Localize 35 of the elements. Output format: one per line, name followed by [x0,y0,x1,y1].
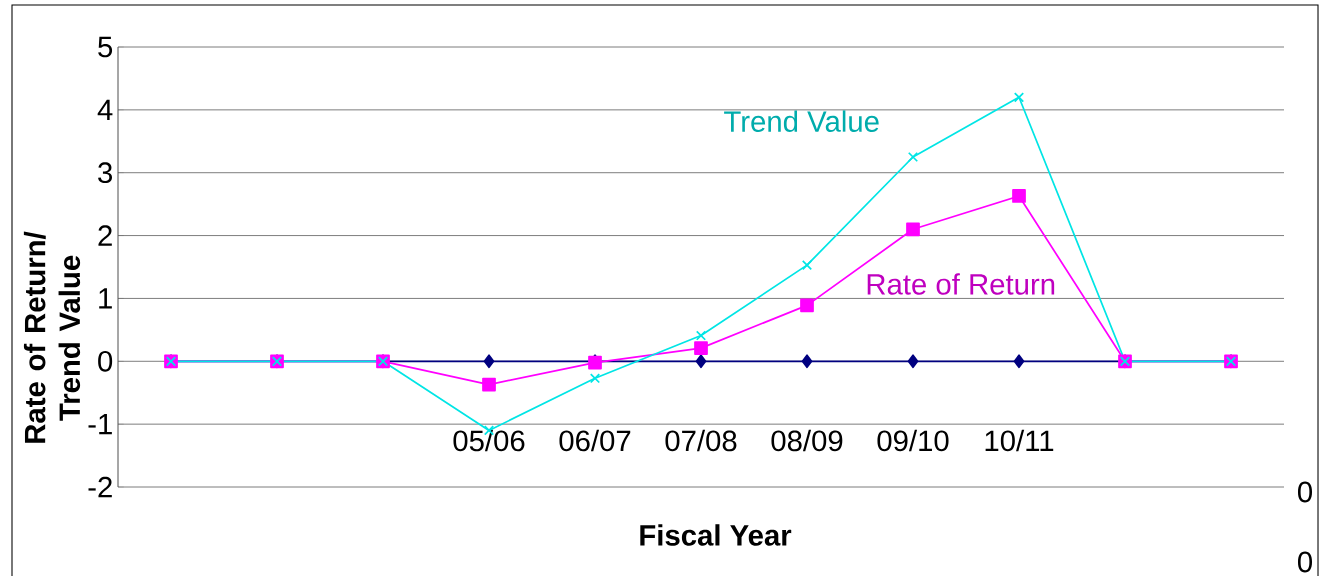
point [695,354,707,369]
point [694,341,708,355]
x-tick-label: 10/11 [985,429,1054,452]
point [800,298,814,313]
point [907,354,919,369]
text: 0 [1298,551,1313,573]
x-tick-label: 08/09 [771,429,843,452]
y-tick-label: -1 [88,414,112,435]
x-tick-label: 09/10 [877,429,949,452]
x-tick-label: 05/06 [453,429,525,452]
y-tick-label: -2 [88,476,112,498]
x-tick-label: 06/07 [559,429,631,452]
point [801,354,813,369]
series-label: Trend Value [724,110,879,132]
y-tick-label: 2 [98,225,112,246]
point [907,151,919,163]
y-axis-title: Rate of Return/ Trend Value [23,231,81,443]
point [695,330,707,341]
point [483,354,495,369]
point [589,373,601,384]
series-label: Rate of Return [867,273,1055,295]
text: 0 [1298,481,1313,503]
point [1013,92,1025,103]
point [801,260,813,271]
y-tick-label: 3 [98,162,113,184]
point [1012,189,1026,203]
y-tick-label: 1 [99,288,112,309]
point [906,222,920,237]
x-axis-title: Fiscal Year [640,524,792,546]
point [482,377,496,392]
x-tick-label: 07/08 [665,429,737,452]
y-tick-label: 4 [97,99,113,120]
y-tick-label: 0 [98,350,113,372]
point [1013,354,1025,369]
y-tick-label: 5 [98,36,113,58]
